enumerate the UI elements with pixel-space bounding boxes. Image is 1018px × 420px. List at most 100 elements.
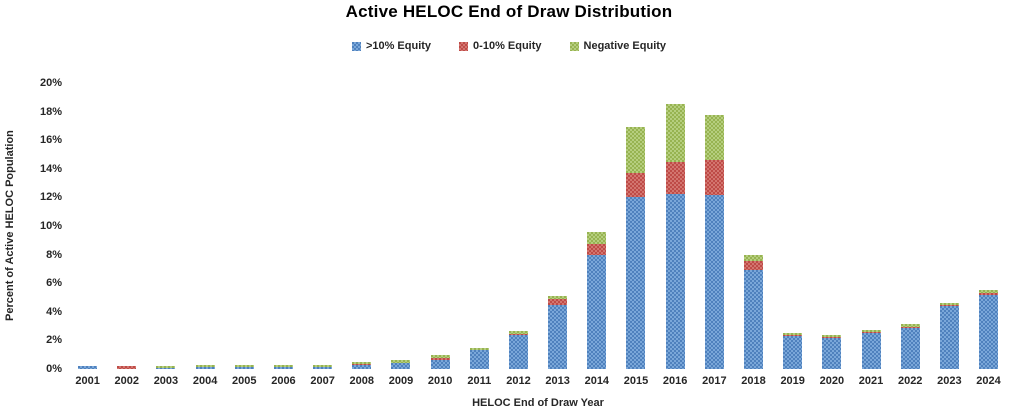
- bar-segment-negative-equity: [273, 364, 293, 367]
- bar-column-2012: [499, 83, 538, 369]
- bar-column-2013: [538, 83, 577, 369]
- bar-segment-negative-equity: [508, 331, 528, 334]
- bar-segment-10-equity: [234, 366, 254, 369]
- y-tick-label: 8%: [46, 248, 62, 261]
- bar-column-2016: [656, 83, 695, 369]
- bar-segment-0-10-equity: [430, 357, 450, 360]
- y-tick-label: 2%: [46, 334, 62, 347]
- bar-segment-negative-equity: [195, 364, 215, 367]
- y-tick-label: 14%: [39, 162, 62, 175]
- x-tick-label: 2011: [467, 375, 492, 387]
- x-tick-label: 2012: [506, 375, 531, 387]
- x-tick-label: 2003: [153, 375, 179, 387]
- x-tick-label: 2016: [662, 375, 688, 387]
- x-tick-label: 2009: [388, 375, 414, 387]
- green-series-swatch-icon: [569, 41, 579, 51]
- bar-segment-negative-equity: [548, 296, 568, 299]
- chart-title: Active HELOC End of Draw Distribution: [345, 2, 673, 21]
- bar-segment-negative-equity: [626, 127, 646, 174]
- x-axis-tick-labels: 2001 2002 2003 2004 2005 2006 2007 2008 2009 2010…: [68, 375, 1008, 387]
- bar-segment-0-10-equity: [469, 349, 489, 351]
- x-tick-label: 2001: [75, 375, 100, 387]
- bar-segment-10-equity: [822, 337, 842, 369]
- bar-segment-0-10-equity: [548, 298, 568, 305]
- bar-segment-10-equity: [156, 368, 176, 369]
- bar-segment-0-10-equity: [391, 362, 411, 364]
- bar-segment-negative-equity: [665, 104, 685, 162]
- bar-segment-0-10-equity: [626, 173, 646, 198]
- bar-column-2003: [146, 83, 185, 369]
- bar-segment-negative-equity: [391, 360, 411, 363]
- bar-segment-10-equity: [744, 270, 763, 369]
- bar-segment-0-10-equity: [861, 331, 881, 333]
- bar-column-2001: [68, 83, 107, 369]
- bar-segment-10-equity: [939, 306, 959, 369]
- bar-segment-10-equity: [469, 350, 489, 369]
- bar-column-2007: [303, 83, 342, 369]
- x-tick-label: 2023: [937, 375, 962, 387]
- bar-column-2017: [695, 83, 734, 369]
- bar-column-2008: [342, 83, 381, 369]
- bar-segment-10-equity: [704, 194, 724, 369]
- bar-column-2018: [734, 83, 773, 369]
- bar-segment-0-10-equity: [587, 243, 607, 255]
- x-tick-label: 2002: [114, 375, 139, 387]
- bar-segment-negative-equity: [352, 361, 372, 365]
- bar-segment-0-10-equity: [744, 261, 763, 271]
- x-tick-label: 2005: [232, 375, 257, 387]
- bar-segment-negative-equity: [861, 329, 881, 332]
- legend-item-negative-equity: Negative Equity: [569, 40, 666, 52]
- bar-segment-10-equity: [861, 332, 881, 369]
- bar-segment-negative-equity: [156, 366, 176, 369]
- x-tick-label: 2020: [819, 375, 845, 387]
- bar-column-2023: [930, 83, 969, 369]
- x-tick-label: 2017: [702, 375, 727, 387]
- x-tick-label: 2007: [310, 375, 335, 387]
- legend-item-gt10-equity: >10% Equity: [351, 40, 432, 52]
- bar-segment-negative-equity: [704, 115, 724, 160]
- bar-column-2021: [851, 83, 890, 369]
- x-tick-label: 2004: [192, 375, 218, 387]
- y-tick-label: 6%: [46, 277, 62, 290]
- bar-segment-negative-equity: [313, 364, 333, 367]
- bar-segment-0-10-equity: [900, 326, 920, 328]
- bar-segment-0-10-equity: [665, 161, 685, 194]
- legend-label: >10% Equity: [365, 40, 432, 52]
- bar-segment-0-10-equity: [822, 336, 842, 338]
- bar-segment-0-10-equity: [979, 293, 999, 295]
- y-tick-label: 16%: [39, 134, 62, 147]
- bar-segment-10-equity: [626, 197, 646, 369]
- bar-segment-10-equity: [78, 366, 98, 369]
- bar-column-2011: [460, 83, 499, 369]
- bar-segment-negative-equity: [939, 302, 959, 306]
- legend-label: 0-10% Equity: [473, 40, 542, 52]
- y-axis-title: Percent of Active HELOC Population: [4, 130, 16, 322]
- bar-column-2002: [107, 83, 146, 369]
- y-tick-label: 18%: [39, 105, 62, 118]
- bar-segment-negative-equity: [900, 323, 920, 327]
- bar-column-2020: [812, 83, 851, 369]
- x-tick-label: 2022: [897, 375, 923, 387]
- bar-segment-10-equity: [508, 334, 528, 369]
- bar-segment-0-10-equity: [508, 333, 528, 335]
- bar-segment-10-equity: [313, 366, 333, 369]
- plot-area: [68, 83, 1008, 369]
- x-tick-label: 2008: [349, 375, 375, 387]
- bar-column-2005: [225, 83, 264, 369]
- red-series-swatch-icon: [459, 41, 469, 51]
- bar-column-2024: [969, 83, 1008, 369]
- bar-segment-10-equity: [391, 363, 411, 369]
- bar-segment-10-equity: [548, 304, 568, 369]
- bar-segment-negative-equity: [430, 354, 450, 358]
- bar-segment-0-10-equity: [117, 366, 137, 369]
- bar-segment-negative-equity: [822, 334, 842, 337]
- y-tick-label: 12%: [39, 191, 62, 204]
- bar-column-2009: [381, 83, 420, 369]
- x-tick-label: 2021: [858, 375, 884, 387]
- x-axis-title: HELOC End of Draw Year: [472, 397, 604, 409]
- bar-segment-negative-equity: [587, 231, 607, 244]
- x-tick-label: 2006: [271, 375, 296, 387]
- bar-column-2014: [577, 83, 616, 369]
- x-tick-label: 2018: [741, 375, 766, 387]
- y-tick-label: 0%: [46, 363, 62, 375]
